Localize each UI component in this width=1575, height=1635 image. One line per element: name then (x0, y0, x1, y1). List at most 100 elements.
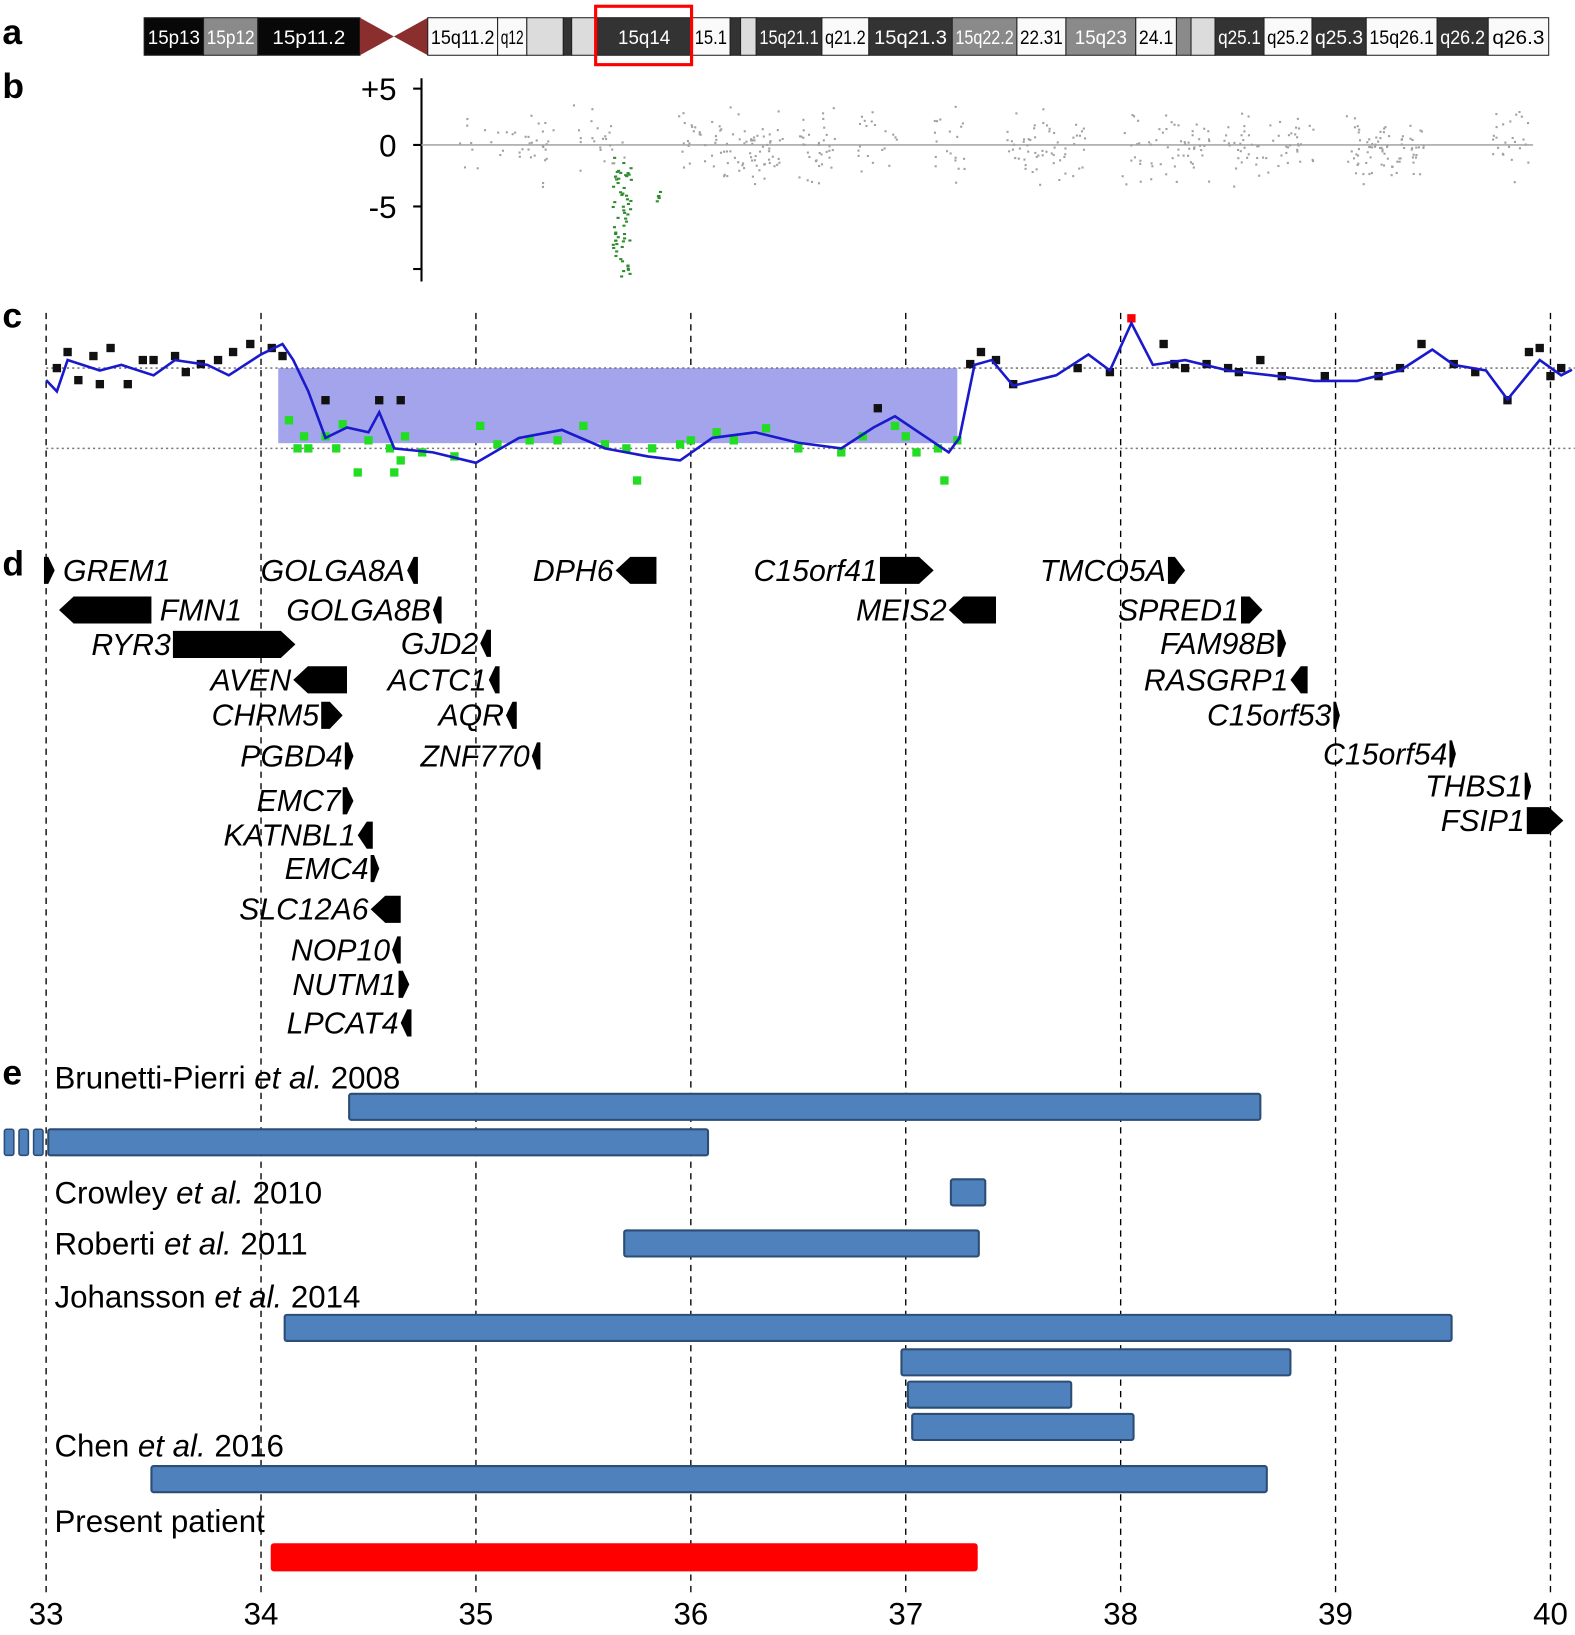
probe-point (690, 124, 693, 127)
probe-point (1502, 153, 1505, 156)
probe-point (831, 149, 834, 152)
normal-data-point (52, 363, 62, 373)
probe-point (1042, 108, 1045, 111)
probe-point (599, 148, 602, 151)
gene-aqr (506, 701, 517, 729)
probe-point (936, 120, 939, 123)
normal-data-point (966, 359, 975, 369)
probe-point (1187, 154, 1190, 157)
gene-label: GOLGA8A (261, 555, 405, 588)
deleted-probe-point (657, 196, 661, 200)
probe-point (806, 179, 809, 182)
probe-point (1006, 139, 1009, 142)
probe-point (1139, 162, 1142, 165)
probe-point (470, 141, 473, 145)
published-deletions: Brunetti-Pierri et al. 2008 Crowley et al… (3, 1061, 1453, 1572)
probe-point (1239, 142, 1242, 145)
normal-data-point (1471, 367, 1480, 377)
probe-point (1296, 117, 1299, 120)
band-label: 15q23 (1075, 27, 1127, 49)
probe-point (1495, 126, 1498, 129)
probe-point (1121, 175, 1124, 178)
probe-point (1520, 115, 1523, 118)
deleted-data-point (493, 440, 502, 449)
study-label: Present patient (54, 1504, 265, 1539)
probe-point (758, 150, 762, 153)
probe-point (955, 181, 958, 184)
probe-point (1041, 149, 1044, 152)
probe-point (1297, 144, 1300, 147)
deleted-data-point (525, 436, 534, 445)
probe-point (1175, 180, 1178, 183)
gene-grem1 (43, 556, 55, 584)
gene-fam98b (1277, 629, 1287, 657)
probe-point (892, 133, 895, 136)
probe-point (1410, 148, 1413, 151)
probe-point (1497, 146, 1500, 149)
probe-point (1014, 157, 1017, 160)
probe-point (1382, 164, 1386, 167)
probe-point (1228, 144, 1231, 147)
probe-point (591, 108, 594, 111)
probe-point (1362, 173, 1365, 176)
probe-point (688, 162, 691, 165)
probe-point (1269, 124, 1272, 127)
probe-point (1403, 146, 1406, 150)
deleted-probe-point (616, 216, 620, 219)
probe-point (533, 154, 536, 157)
probe-point (1524, 143, 1527, 146)
deleted-data-point (364, 436, 373, 445)
probe-point (1290, 132, 1293, 135)
probe-point (1492, 134, 1495, 137)
deleted-data-point (729, 436, 738, 445)
gene-label: PGBD4 (240, 740, 342, 773)
probe-point (726, 162, 729, 165)
probe-point (1296, 150, 1299, 153)
probe-point (1182, 154, 1185, 157)
probe-point (731, 133, 735, 136)
probe-point (857, 149, 860, 152)
probe-point (1352, 157, 1356, 160)
probe-point (806, 151, 809, 154)
normal-data-point (1320, 371, 1329, 381)
chromosome-band (562, 17, 573, 56)
band-label: q12 (501, 27, 524, 49)
deleted-data-point (304, 444, 313, 453)
probe-point (723, 175, 726, 178)
probe-point (723, 150, 726, 153)
x-tick-label: 39 (1318, 1597, 1353, 1632)
probe-point (888, 164, 891, 167)
chromosome-band (1311, 17, 1367, 56)
probe-point (1064, 147, 1067, 150)
probe-point (1177, 148, 1180, 151)
probe-point (1368, 145, 1371, 148)
deleted-probe-point (620, 275, 624, 278)
probe-point (1177, 154, 1180, 157)
deleted-probe-point (624, 220, 629, 223)
probe-point (593, 140, 596, 143)
band-label: q25.3 (1315, 27, 1363, 49)
probe-point (754, 183, 757, 186)
probe-point (1193, 146, 1196, 149)
probe-point (1223, 139, 1226, 142)
x-tick-label: 34 (244, 1597, 279, 1632)
probe-point (803, 143, 806, 146)
probe-point (960, 125, 963, 128)
probe-point (754, 154, 757, 158)
deleted-probe-point (624, 174, 628, 177)
probe-point (1188, 147, 1191, 150)
probe-point (1395, 171, 1398, 175)
probe-point (802, 143, 805, 146)
probe-point (830, 166, 833, 169)
probe-point (1011, 148, 1014, 151)
x-axis-unit: (Mb) (1573, 1597, 1575, 1632)
probe-point (802, 136, 805, 139)
gene-emc4 (370, 855, 380, 883)
probe-point (768, 161, 771, 165)
probe-point (1345, 115, 1348, 118)
normal-data-point (1557, 363, 1566, 373)
study-label-part: Crowley (54, 1175, 176, 1210)
gene-lpcat4 (400, 1009, 412, 1037)
probe-point (1239, 150, 1242, 153)
